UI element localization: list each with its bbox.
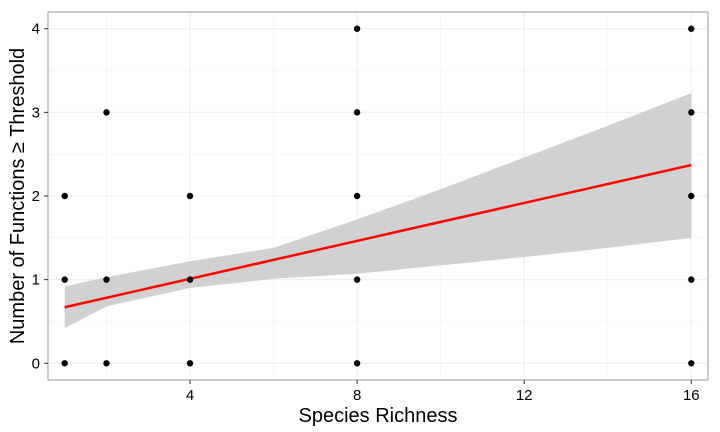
y-tick-label: 2 — [32, 188, 40, 205]
data-point — [186, 276, 194, 283]
data-point — [688, 192, 695, 200]
data-point — [186, 192, 194, 200]
y-tick-label: 3 — [32, 104, 40, 121]
data-point — [353, 109, 361, 116]
x-axis: 4 8 12 16 — [186, 380, 700, 404]
confidence-band — [64, 93, 692, 329]
data-points — [61, 25, 695, 367]
x-axis-title: Species Richness — [299, 405, 458, 427]
y-tick-label: 0 — [32, 355, 40, 372]
data-point — [186, 360, 194, 367]
data-point — [353, 25, 361, 32]
data-point — [688, 360, 695, 367]
y-axis-title: Number of Functions ≥ Threshold — [7, 48, 29, 344]
y-tick-label: 4 — [32, 21, 40, 38]
data-point — [103, 360, 110, 367]
data-point — [688, 109, 695, 116]
data-point — [688, 276, 695, 283]
data-point — [353, 276, 361, 283]
x-tick-label: 8 — [353, 387, 361, 404]
x-tick-label: 12 — [516, 387, 533, 404]
data-point — [103, 276, 110, 283]
y-axis: 0 1 2 3 4 — [32, 21, 48, 372]
data-point — [353, 192, 361, 200]
grid — [48, 12, 708, 380]
data-point — [688, 25, 695, 32]
data-point — [353, 360, 361, 367]
data-point — [61, 276, 68, 283]
fit-line — [64, 163, 692, 309]
data-point — [61, 360, 68, 367]
data-point — [61, 192, 68, 200]
x-tick-label: 16 — [683, 387, 700, 404]
x-tick-label: 4 — [186, 387, 194, 404]
data-point — [103, 109, 110, 116]
y-tick-label: 1 — [32, 272, 40, 289]
